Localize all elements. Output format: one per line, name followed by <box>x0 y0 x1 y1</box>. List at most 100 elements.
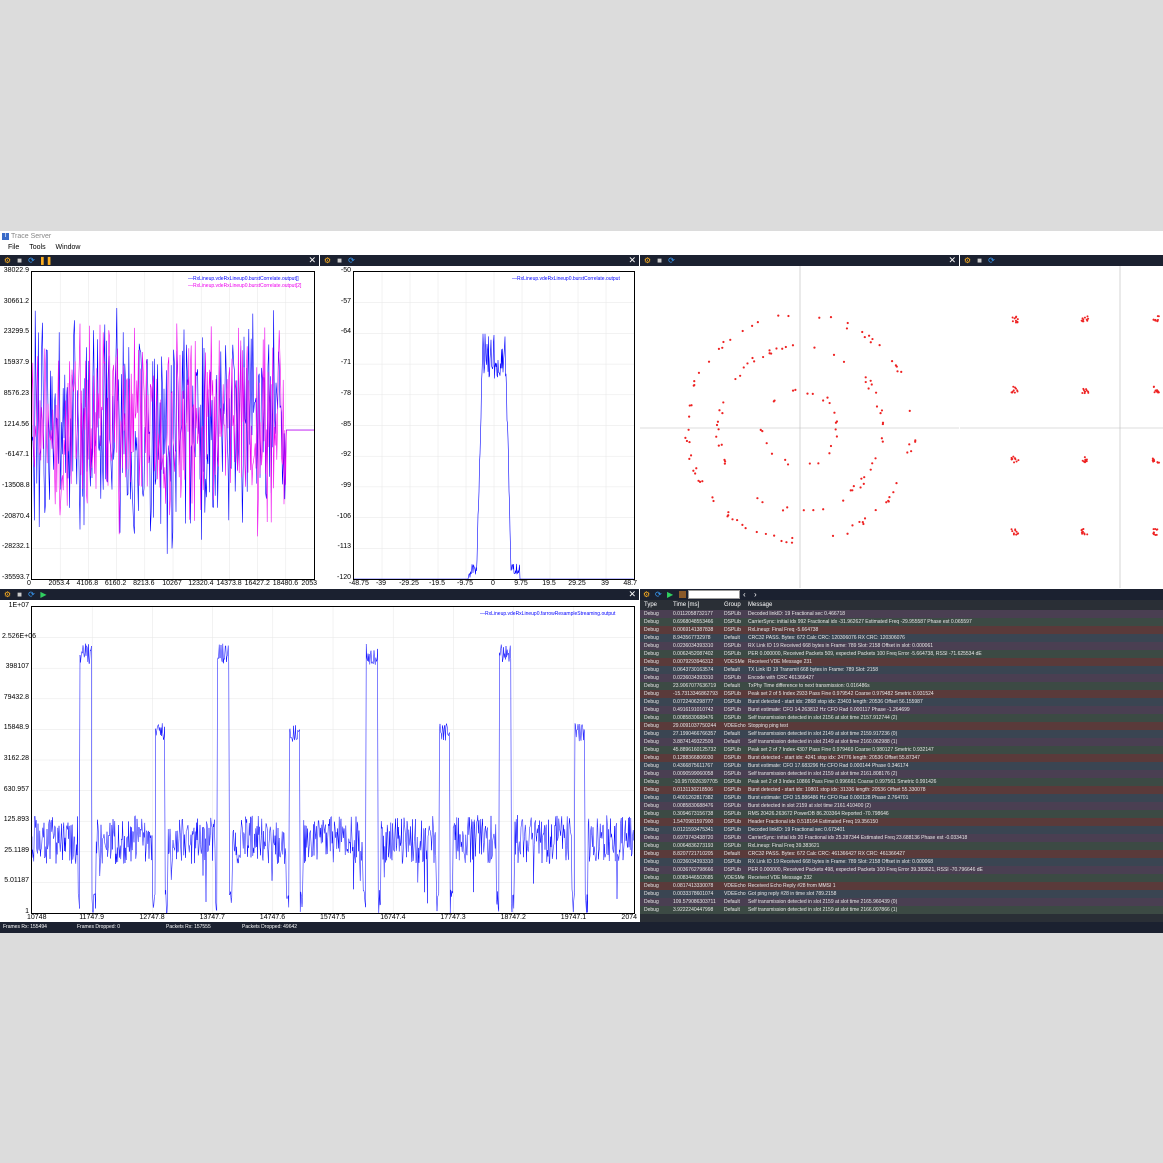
refresh-icon[interactable]: ⟳ <box>348 256 355 265</box>
chevron-right-icon[interactable]: › <box>754 590 757 599</box>
log-search-input[interactable] <box>688 590 740 599</box>
log-row[interactable]: Debug 0.0817413330078 VDEEcho Received Echo… <box>640 882 1163 890</box>
log-row[interactable]: Debug -15.7313346862793 DSPLib Peak set 2 o… <box>640 690 1163 698</box>
gear-icon[interactable]: ⚙ <box>963 256 972 265</box>
stop-icon[interactable]: ■ <box>657 256 662 265</box>
menu-tools[interactable]: Tools <box>29 244 46 251</box>
close-icon[interactable]: ✕ <box>948 255 956 265</box>
constellation-point <box>688 415 691 418</box>
log-row[interactable]: Debug 8.8207721710205 Default CRC32 PASS. B… <box>640 850 1163 858</box>
log-row[interactable]: Debug 0.4916191010742 DSPLib Burst estimate… <box>640 706 1163 714</box>
log-row[interactable]: Debug 0.0236034393310 DSPLib RX Link ID 19 … <box>640 858 1163 866</box>
log-row[interactable]: Debug 0.0062452087402 DSPLib PER 0.000000, … <box>640 650 1163 658</box>
refresh-icon[interactable]: ⟳ <box>988 256 995 265</box>
stop-icon[interactable]: ■ <box>17 256 22 265</box>
constellation-point <box>842 499 845 502</box>
log-row[interactable]: Debug 0.0064836273193 DSPLib RxLineup: Fina… <box>640 842 1163 850</box>
log-row[interactable]: Debug 0.0112058732177 DSPLib Decoded linkID… <box>640 610 1163 618</box>
spectrum-chart[interactable] <box>353 271 635 580</box>
log-row[interactable]: Debug 0.0131130218506 DSPLib Burst detected… <box>640 786 1163 794</box>
filter-icon[interactable] <box>679 591 686 598</box>
stop-icon[interactable]: ■ <box>337 256 342 265</box>
constellation-point <box>802 509 805 512</box>
log-row[interactable]: Debug 23.9067077636719 Default TxPhy Time d… <box>640 682 1163 690</box>
close-icon[interactable]: ✕ <box>628 589 636 599</box>
constellation-point <box>739 374 742 377</box>
log-group: DSPLib <box>724 795 741 801</box>
log-message: Decoded linkID: 19 Fractional sec 0.6734… <box>748 827 846 833</box>
time-domain-chart[interactable] <box>31 271 315 580</box>
constellation-point <box>791 389 795 392</box>
gear-icon[interactable]: ⚙ <box>323 256 332 265</box>
constellation-point <box>1081 459 1084 462</box>
log-row[interactable]: Debug 0.4366875611767 DSPLib Burst estimate… <box>640 762 1163 770</box>
log-row[interactable]: Debug 0.6973743438720 DSPLib CarrierSync: i… <box>640 834 1163 842</box>
constellation-point <box>862 522 865 526</box>
refresh-icon[interactable]: ⟳ <box>668 256 675 265</box>
log-row[interactable]: Debug 27.1990466766357 Default Self transmi… <box>640 730 1163 738</box>
qam-constellation-plot[interactable] <box>960 266 1163 588</box>
gear-icon[interactable]: ⚙ <box>3 590 12 599</box>
constellation-point <box>1014 321 1017 324</box>
log-time: 0.6973743438720 <box>673 835 714 841</box>
x-tick-label: 2074 <box>621 914 637 921</box>
constellation-point <box>712 499 715 503</box>
log-time: 0.4001262817382 <box>673 795 714 801</box>
x-tick-label: 16427.2 <box>244 580 270 587</box>
log-row[interactable]: Debug 109.579086303711 Default Self transmi… <box>640 898 1163 906</box>
col-group[interactable]: Group <box>724 602 741 608</box>
close-icon[interactable]: ✕ <box>308 255 316 265</box>
refresh-icon[interactable]: ⟳ <box>28 256 35 265</box>
log-row[interactable]: Debug 3.8874149322509 Default Self transmis… <box>640 738 1163 746</box>
log-row[interactable]: Debug 0.0236034393310 DSPLib RX Link ID 19 … <box>640 642 1163 650</box>
gear-icon[interactable]: ⚙ <box>3 256 12 265</box>
col-message[interactable]: Message <box>748 602 773 608</box>
log-row[interactable]: Debug 0.0085830688476 DSPLib Burst detected… <box>640 802 1163 810</box>
log-row[interactable]: Debug 29.0091037750244 VDEEcho Stopping pin… <box>640 722 1163 730</box>
play-icon[interactable]: ▶ <box>40 590 47 599</box>
log-row[interactable]: Debug 0.1288366806030 DSPLib Burst detected… <box>640 754 1163 762</box>
stop-icon[interactable]: ■ <box>977 256 982 265</box>
log-group: DSPLib <box>724 819 741 825</box>
log-row[interactable]: Debug 0.4001262817382 DSPLib Burst estimate… <box>640 794 1163 802</box>
log-row[interactable]: Debug 0.0121593475341 DSPLib Decoded linkID… <box>640 826 1163 834</box>
menu-file[interactable]: File <box>8 244 20 251</box>
refresh-icon[interactable]: ⟳ <box>655 590 662 599</box>
log-row[interactable]: Debug 0.0079293946312 VDESMe Received VDE M… <box>640 658 1163 666</box>
play-icon[interactable]: ▶ <box>667 590 674 599</box>
log-type: Debug <box>644 723 659 729</box>
log-row[interactable]: Debug 0.3094673156738 DSPLib RMS 20426.2636… <box>640 810 1163 818</box>
gear-icon[interactable]: ⚙ <box>643 256 652 265</box>
log-row[interactable]: Debug 0.0643730163574 Default TX Link ID 19… <box>640 666 1163 674</box>
log-row[interactable]: Debug 0.0090599060058 DSPLib Self transmiss… <box>640 770 1163 778</box>
constellation-point <box>818 316 821 319</box>
constellation-point <box>1157 315 1160 318</box>
log-row[interactable]: Debug 0.6968048553466 DSPLib CarrierSync: i… <box>640 618 1163 626</box>
resample-streaming-chart[interactable] <box>31 606 635 914</box>
log-row[interactable]: Debug 0.0722406298777 DSPLib Burst detected… <box>640 698 1163 706</box>
menu-window[interactable]: Window <box>55 244 81 251</box>
log-row[interactable]: Debug 0.0033378601074 VDEEcho Got ping repl… <box>640 890 1163 898</box>
log-row[interactable]: Debug 0.0083446502685 VDESMe Received VDE M… <box>640 874 1163 882</box>
col-time[interactable]: Time [ms] <box>673 602 700 608</box>
constellation-point <box>874 508 877 512</box>
log-row[interactable]: Debug 1.5470981597900 DSPLib Header Fractio… <box>640 818 1163 826</box>
log-row[interactable]: Debug 0.0085830688476 DSPLib Self transmiss… <box>640 714 1163 722</box>
refresh-icon[interactable]: ⟳ <box>28 590 35 599</box>
log-row[interactable]: Debug 0.0036762798666 DSPLib PER 0.000000, … <box>640 866 1163 874</box>
log-group: DSPLib <box>724 867 741 873</box>
stop-icon[interactable]: ■ <box>17 590 22 599</box>
log-row[interactable]: Debug 45.8896160125732 DSPLib Peak set 2 of… <box>640 746 1163 754</box>
log-row[interactable]: Debug 8.943567732978 Default CRC32 PASS. By… <box>640 634 1163 642</box>
col-type[interactable]: Type <box>644 602 658 608</box>
constellation-point <box>753 360 756 363</box>
log-row[interactable]: Debug 0.0236034393310 DSPLib Encode with CR… <box>640 674 1163 682</box>
chevron-left-icon[interactable]: ‹ <box>743 590 746 599</box>
log-row[interactable]: Debug -10.9570026397705 DSPLib Peak set 2 o… <box>640 778 1163 786</box>
gear-icon[interactable]: ⚙ <box>643 590 651 599</box>
constellation-plot[interactable] <box>640 266 959 588</box>
close-icon[interactable]: ✕ <box>628 255 636 265</box>
log-row[interactable]: Debug 0.0069141387838 DSPLib RxLineup: Fina… <box>640 626 1163 634</box>
log-row[interactable]: Debug 3.9222240447998 Default Self transmis… <box>640 906 1163 914</box>
pause-icon[interactable]: ❚❚ <box>39 256 53 265</box>
